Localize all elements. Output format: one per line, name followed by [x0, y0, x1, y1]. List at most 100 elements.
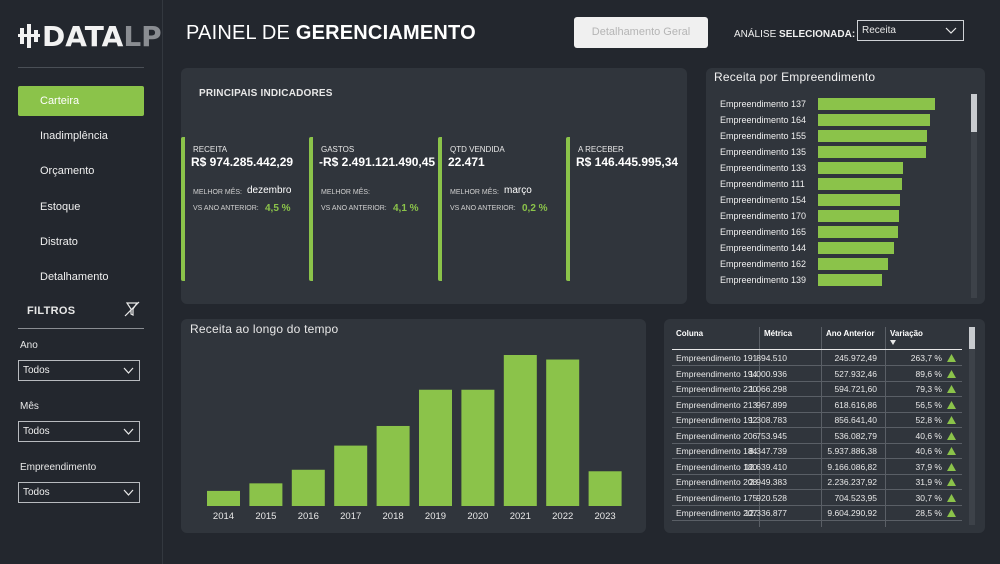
table-cell: 263,7 % [910, 353, 942, 363]
bar-2020[interactable] [461, 389, 495, 506]
table-cell: 8.347.739 [749, 446, 787, 456]
bar-2016[interactable] [291, 469, 325, 506]
revenue-bar[interactable] [818, 98, 935, 110]
table-cell: 967.899 [756, 399, 787, 410]
revenue-bar-row[interactable]: Empreendimento 165 [706, 226, 966, 240]
table-cell: Empreendimento 220 [676, 384, 758, 394]
bar-2018[interactable] [376, 425, 410, 506]
revenue-bar-row[interactable]: Empreendimento 154 [706, 194, 966, 208]
revenue-bar[interactable] [818, 194, 900, 206]
revenue-bar[interactable] [818, 162, 904, 174]
table-header-metrica[interactable]: Métrica [764, 329, 793, 338]
revenue-bar-row[interactable]: Empreendimento 111 [706, 178, 966, 192]
revenue-by-project-card: Receita por Empreendimento Empreendiment… [706, 68, 985, 304]
filter-select-empreendimento[interactable]: Todos [18, 482, 140, 503]
revenue-bar[interactable] [818, 258, 889, 270]
sidebar-item-inadimplencia[interactable]: Inadimplência [40, 130, 108, 142]
table-cell: Empreendimento 192 [676, 415, 758, 425]
revenue-bar[interactable] [818, 226, 898, 238]
trend-up-icon [947, 493, 956, 502]
table-cell: 30,7 % [915, 492, 942, 503]
table-cell: 40,6 % [915, 446, 942, 456]
table-cell: 2.949.383 [749, 477, 787, 487]
bar-2019[interactable] [419, 389, 452, 506]
table-header-variacao[interactable]: Variação [890, 329, 923, 345]
sidebar-item-distrato[interactable]: Distrato [40, 236, 78, 248]
revenue-bar-row[interactable]: Empreendimento 139 [706, 274, 966, 288]
table-row[interactable]: Empreendimento 192 1.308.783 856.641,40 52,… [672, 412, 962, 428]
table-header-coluna[interactable]: Coluna [676, 329, 704, 338]
table-cell: Empreendimento 194 [676, 368, 758, 379]
kpi-label: QTD VENDIDA [450, 145, 505, 154]
bar-2014[interactable] [207, 490, 240, 506]
table-cell: Empreendimento 175 [676, 492, 758, 503]
revenue-bar-row[interactable]: Empreendimento 155 [706, 130, 966, 144]
revenue-bar[interactable] [818, 242, 895, 254]
revenue-bar-row[interactable]: Empreendimento 170 [706, 210, 966, 224]
trend-up-icon [947, 509, 956, 517]
bar-2022[interactable] [546, 359, 580, 506]
sidebar-divider [18, 67, 144, 68]
table-cell: Empreendimento 213 [676, 399, 758, 410]
kpi-vs-label: VS ANO ANTERIOR: [321, 205, 387, 212]
revenue-bar-row[interactable]: Empreendimento 162 [706, 258, 966, 272]
chevron-down-icon [945, 27, 957, 34]
sidebar-item-carteira[interactable]: Carteira [18, 86, 144, 116]
trend-up-icon [947, 416, 956, 424]
table-scrollbar[interactable] [969, 327, 975, 525]
filter-label-ano: Ano [20, 340, 38, 351]
table-row[interactable]: Empreendimento 207 12.336.877 9.604.290,92… [672, 505, 962, 521]
revenue-bar-label: Empreendimento 155 [720, 131, 807, 141]
table-cell: 2.236.237,92 [827, 477, 877, 487]
revenue-bar-row[interactable]: Empreendimento 137 [706, 98, 966, 112]
sidebar-item-orcamento[interactable]: Orçamento [40, 165, 95, 177]
revenue-bar[interactable] [818, 178, 903, 190]
filter-select-ano[interactable]: Todos [18, 360, 140, 381]
scrollbar-thumb[interactable] [969, 327, 975, 349]
revenue-bar-row[interactable]: Empreendimento 135 [706, 146, 966, 160]
table-header-ano-anterior[interactable]: Ano Anterior [826, 329, 875, 338]
kpi-value: R$ 146.445.995,34 [576, 155, 679, 169]
bar-2015[interactable] [249, 483, 283, 506]
table-row[interactable]: Empreendimento 194 1.000.936 527.932,46 89,… [672, 366, 962, 382]
table-row[interactable]: Empreendimento 206 753.945 536.082,79 40,6 … [672, 428, 962, 444]
revenue-bar-row[interactable]: Empreendimento 164 [706, 114, 966, 128]
bar-2021[interactable] [503, 355, 537, 506]
table-row[interactable]: Empreendimento 220 1.066.298 594.721,60 79,… [672, 381, 962, 397]
revenue-bar[interactable] [818, 130, 927, 142]
revenue-bar[interactable] [818, 274, 883, 286]
revenue-bar[interactable] [818, 114, 931, 126]
revenue-bar[interactable] [818, 210, 899, 222]
clear-filter-icon[interactable] [123, 300, 141, 318]
revenue-by-project-title: Receita por Empreendimento [714, 70, 876, 84]
revenue-scrollbar[interactable] [971, 94, 977, 298]
table-cell: 920.528 [756, 492, 787, 503]
detail-general-button[interactable]: Detalhamento Geral [574, 17, 708, 48]
chevron-down-icon [123, 428, 134, 435]
bar-2017[interactable] [334, 445, 368, 506]
filter-select-empreendimento-value: Todos [23, 487, 50, 498]
table-cell: 536.082,79 [834, 430, 877, 441]
table-row[interactable]: Empreendimento 208 2.949.383 2.236.237,92 3… [672, 474, 962, 490]
bar-2023[interactable] [588, 471, 622, 506]
table-row[interactable]: Empreendimento 184 8.347.739 5.937.886,38 4… [672, 443, 962, 459]
table-row[interactable]: Empreendimento 175 920.528 704.523,95 30,7 … [672, 490, 962, 506]
revenue-over-time-card: 2014 2015 2016 2017 2018 2019 2020 2021 2022 2023… [181, 319, 646, 533]
table-cell: 527.932,46 [834, 368, 877, 379]
kpi-vs-value: 4,5 % [265, 203, 291, 214]
analysis-select[interactable]: Receita [857, 20, 964, 41]
filter-select-mes[interactable]: Todos [18, 421, 140, 442]
table-cell: 245.972,49 [834, 353, 877, 363]
table-row[interactable]: Empreendimento 180 12.639.410 9.166.086,82… [672, 459, 962, 475]
kpi-title: PRINCIPAIS INDICADORES [199, 88, 333, 99]
sidebar-item-detalhamento[interactable]: Detalhamento [40, 271, 109, 283]
revenue-bar-row[interactable]: Empreendimento 133 [706, 162, 966, 176]
table-row[interactable]: Empreendimento 213 967.899 618.616,86 56,5 … [672, 397, 962, 413]
revenue-bar[interactable] [818, 146, 926, 158]
chevron-down-icon [123, 367, 134, 374]
table-cell: Empreendimento 191 [676, 353, 758, 363]
sidebar-item-estoque[interactable]: Estoque [40, 201, 81, 213]
revenue-bar-row[interactable]: Empreendimento 144 [706, 242, 966, 256]
table-row[interactable]: Empreendimento 191 894.510 245.972,49 263,7… [672, 350, 962, 366]
scrollbar-thumb[interactable] [971, 94, 977, 132]
